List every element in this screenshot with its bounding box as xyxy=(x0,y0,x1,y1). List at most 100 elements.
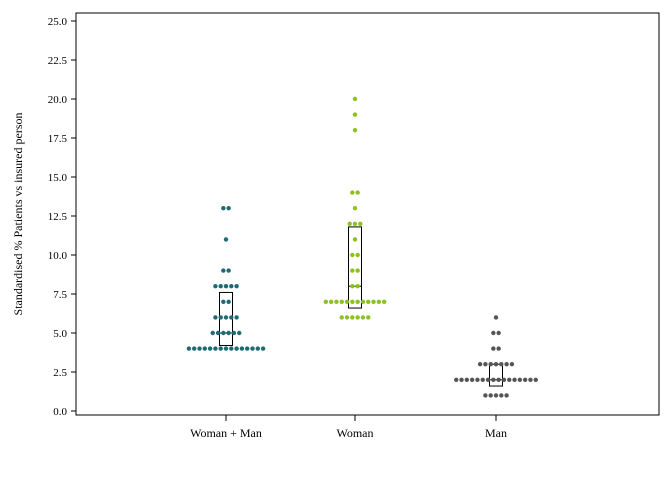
data-point xyxy=(221,299,226,304)
y-tick-label: 10.0 xyxy=(48,250,68,262)
data-point xyxy=(186,346,192,351)
data-point xyxy=(512,377,517,382)
data-point xyxy=(485,377,491,382)
data-point xyxy=(355,252,360,258)
y-axis: 0.0 2.5 5.0 7.5 10.0 12.5 15.0 17.5 20.0 22.5 25.0 xyxy=(48,16,76,418)
data-point xyxy=(218,315,223,320)
data-point xyxy=(350,284,355,289)
data-point xyxy=(504,362,509,367)
data-point xyxy=(350,315,355,320)
data-point xyxy=(352,128,358,133)
y-tick-label: 2.5 xyxy=(53,367,67,379)
y-tick-label: 12.5 xyxy=(48,211,68,223)
plot-frame xyxy=(75,12,660,416)
data-point xyxy=(488,393,493,398)
data-point xyxy=(197,346,202,351)
data-point xyxy=(234,346,239,351)
data-point xyxy=(483,393,488,398)
data-point xyxy=(366,299,371,304)
data-point xyxy=(496,346,501,351)
data-point xyxy=(226,206,231,211)
data-point xyxy=(504,393,509,398)
data-point xyxy=(454,377,459,382)
data-point xyxy=(355,190,360,195)
data-point xyxy=(339,315,344,320)
data-point xyxy=(491,377,496,382)
data-point xyxy=(239,346,245,351)
data-point xyxy=(528,377,533,382)
box-markers xyxy=(219,226,503,387)
data-point xyxy=(344,315,350,320)
data-point xyxy=(221,268,226,273)
data-point xyxy=(350,252,355,258)
data-point xyxy=(260,346,266,351)
data-point xyxy=(491,330,496,336)
data-point xyxy=(366,315,371,320)
x-category-label: Woman xyxy=(336,426,373,440)
y-tick-label: 17.5 xyxy=(48,133,68,145)
data-point xyxy=(459,377,464,382)
data-point xyxy=(464,377,470,382)
data-point xyxy=(469,377,475,382)
data-point xyxy=(475,377,480,382)
data-points xyxy=(186,96,538,398)
y-tick-label: 15.0 xyxy=(48,172,68,184)
data-point xyxy=(517,377,523,382)
data-point xyxy=(496,377,501,382)
data-point xyxy=(499,362,504,367)
data-point xyxy=(371,299,376,304)
data-point xyxy=(355,299,360,304)
x-category-label: Woman + Man xyxy=(190,426,262,440)
data-point xyxy=(355,284,360,289)
data-point xyxy=(493,393,499,398)
data-point xyxy=(493,362,499,367)
y-tick-label: 5.0 xyxy=(53,328,67,340)
data-point xyxy=(213,346,218,351)
data-point xyxy=(229,315,234,320)
data-point xyxy=(344,299,350,304)
data-point xyxy=(255,346,260,351)
data-point xyxy=(522,377,528,382)
data-point xyxy=(501,377,507,382)
data-point xyxy=(352,96,358,102)
data-point xyxy=(234,315,239,320)
data-point xyxy=(480,377,485,382)
data-point xyxy=(223,315,229,320)
data-point xyxy=(213,284,218,289)
y-tick-label: 22.5 xyxy=(48,55,68,67)
data-point xyxy=(202,346,207,351)
data-point xyxy=(352,112,358,117)
data-point xyxy=(231,330,237,336)
y-tick-label: 25.0 xyxy=(48,16,68,28)
data-point xyxy=(223,237,229,242)
box-iqr xyxy=(489,363,503,387)
data-point xyxy=(229,346,234,351)
data-point xyxy=(355,268,360,273)
data-point xyxy=(339,299,344,304)
data-point xyxy=(350,190,355,195)
data-point xyxy=(334,299,339,304)
data-point xyxy=(350,268,355,273)
data-point xyxy=(245,346,250,351)
data-point xyxy=(226,330,231,336)
data-point xyxy=(347,221,352,226)
y-tick-label: 20.0 xyxy=(48,94,68,106)
data-point xyxy=(210,330,215,336)
data-point xyxy=(352,206,358,211)
data-point xyxy=(218,346,223,351)
x-axis: Woman + Man Woman Man xyxy=(190,415,507,440)
data-point xyxy=(509,362,515,367)
data-point xyxy=(355,315,360,320)
data-point xyxy=(223,346,229,351)
data-point xyxy=(507,377,512,382)
data-point xyxy=(323,299,329,304)
data-point xyxy=(533,377,538,382)
data-point xyxy=(358,221,363,226)
data-point xyxy=(493,315,499,320)
y-tick-label: 0.0 xyxy=(53,406,67,418)
data-point xyxy=(350,299,355,304)
data-point xyxy=(213,315,218,320)
data-point xyxy=(192,346,197,351)
data-point xyxy=(229,284,234,289)
